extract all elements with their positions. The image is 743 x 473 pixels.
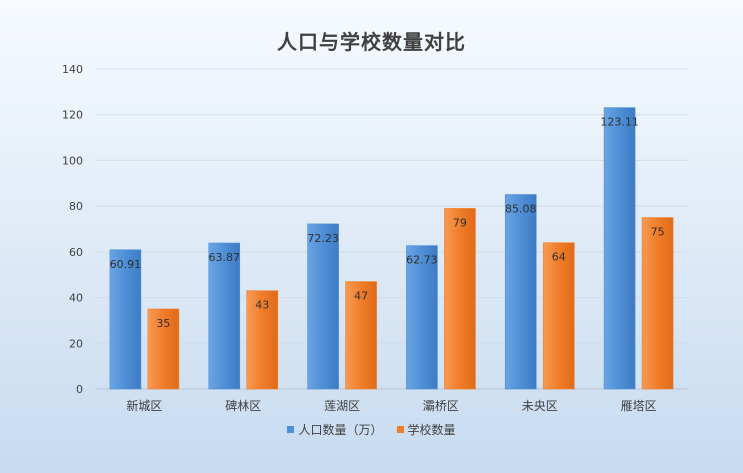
gridlines	[95, 68, 688, 390]
legend-label-population: 人口数量（万）	[298, 423, 383, 437]
y-tick-label: 40	[69, 292, 83, 305]
bar-schools[interactable]	[246, 290, 279, 390]
bar-schools[interactable]	[641, 217, 674, 390]
data-label-population: 72.23	[307, 232, 339, 245]
x-axis: 新城区 碑林区 莲湖区 灞桥区 未央区 雁塔区	[126, 398, 656, 413]
data-label-population: 85.08	[505, 203, 537, 216]
data-label-schools: 79	[453, 216, 467, 229]
y-axis: 0 20 40 60 80 100 120 140	[62, 63, 83, 396]
y-tick-label: 80	[69, 200, 83, 213]
data-label-schools: 75	[651, 226, 665, 239]
y-tick-label: 120	[62, 109, 83, 122]
legend-label-schools: 学校数量	[407, 423, 456, 437]
bar-population[interactable]	[307, 223, 339, 390]
bar-population[interactable]	[109, 249, 142, 390]
x-category-label: 新城区	[126, 398, 162, 413]
bar-schools[interactable]	[542, 242, 575, 390]
bar-population[interactable]	[603, 107, 636, 390]
data-label-schools: 35	[156, 317, 170, 330]
legend: 人口数量（万） 学校数量	[0, 421, 743, 438]
bar-population[interactable]	[208, 242, 241, 390]
data-labels: 60.91 35 63.87 43 72.23 47 62.73 79 85.08 64 123.1…	[110, 116, 665, 330]
data-label-population: 62.73	[406, 254, 438, 267]
x-category-label: 雁塔区	[621, 399, 657, 413]
y-tick-label: 100	[62, 154, 83, 167]
bar-schools[interactable]	[345, 281, 377, 390]
bar-population[interactable]	[406, 245, 438, 390]
chart-title: 人口与学校数量对比	[277, 30, 466, 54]
x-category-label: 碑林区	[225, 398, 261, 413]
data-label-population: 123.11	[600, 116, 639, 129]
bar-schools[interactable]	[444, 208, 476, 390]
legend-item-population[interactable]: 人口数量（万）	[287, 421, 383, 438]
legend-item-schools[interactable]: 学校数量	[396, 421, 456, 438]
y-tick-label: 0	[76, 383, 83, 396]
x-category-label: 莲湖区	[324, 398, 360, 413]
data-label-schools: 47	[354, 290, 368, 303]
x-category-label: 灞桥区	[423, 399, 459, 413]
data-label-population: 60.91	[110, 258, 142, 271]
legend-swatch-population	[287, 426, 295, 433]
data-label-population: 63.87	[209, 251, 241, 264]
legend-swatch-schools	[396, 426, 404, 433]
x-category-label: 未央区	[522, 399, 558, 413]
data-label-schools: 43	[255, 299, 269, 312]
y-tick-label: 140	[62, 63, 83, 76]
data-label-schools: 64	[552, 251, 566, 264]
bar-population[interactable]	[504, 194, 537, 390]
bars	[109, 107, 674, 390]
y-tick-label: 60	[69, 246, 83, 259]
y-tick-label: 20	[69, 337, 83, 350]
bar-schools[interactable]	[147, 308, 180, 390]
